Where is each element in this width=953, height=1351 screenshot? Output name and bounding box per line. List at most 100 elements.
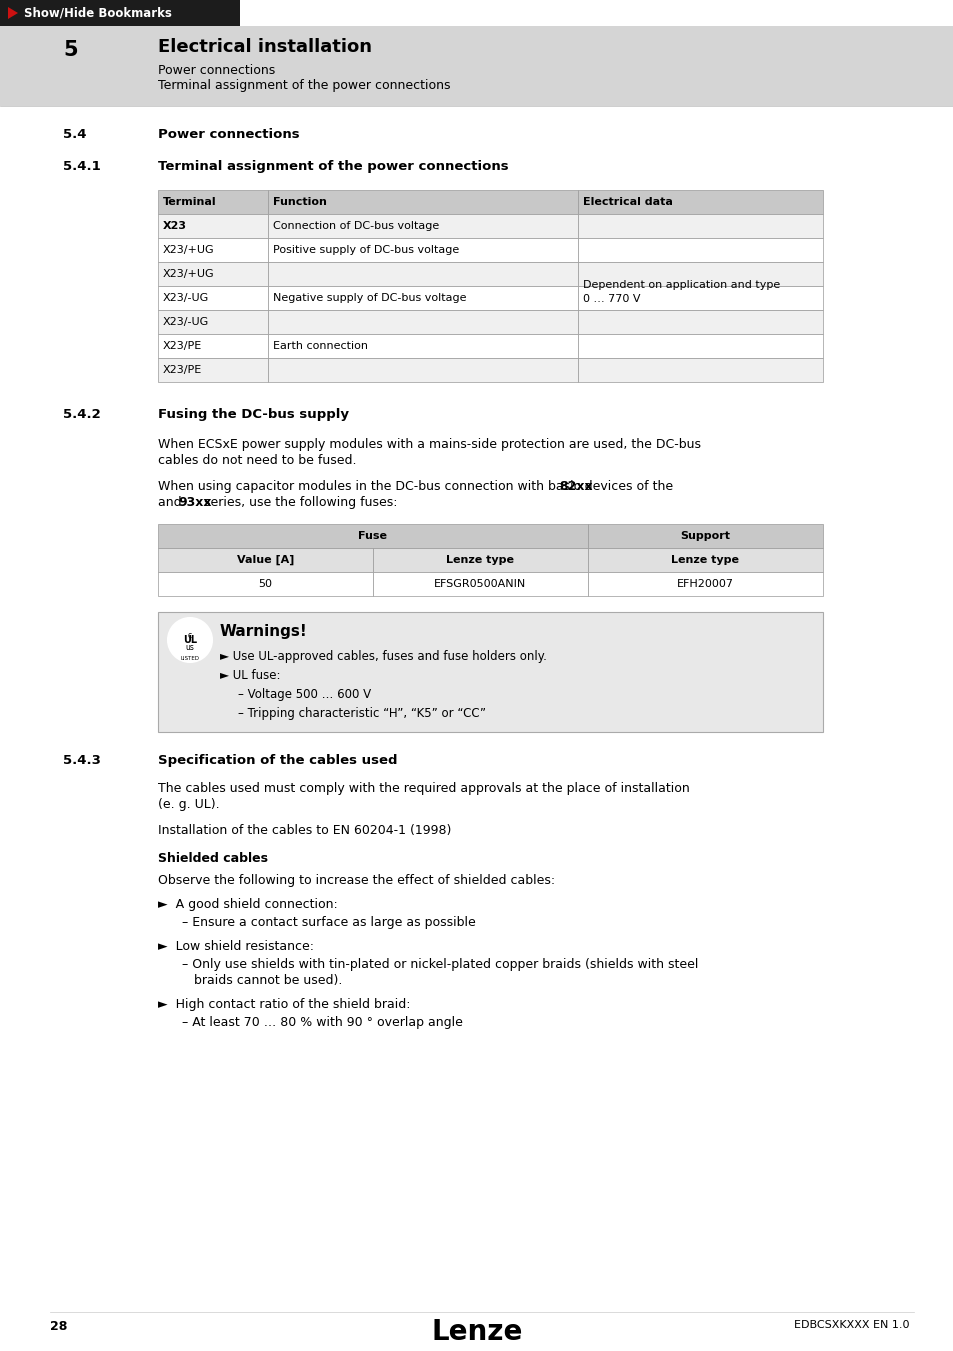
- Bar: [578, 334, 822, 358]
- Text: – Only use shields with tin-plated or nickel-plated copper braids (shields with : – Only use shields with tin-plated or ni…: [182, 958, 698, 971]
- Text: 5: 5: [63, 41, 77, 59]
- Text: When ECSxE power supply modules with a mains-side protection are used, the DC-bu: When ECSxE power supply modules with a m…: [158, 438, 700, 451]
- Bar: [0, 0, 240, 26]
- Bar: [578, 213, 822, 238]
- Bar: [158, 213, 268, 238]
- Text: Specification of the cables used: Specification of the cables used: [158, 754, 397, 767]
- Text: 0 … 770 V: 0 … 770 V: [582, 293, 639, 304]
- Text: c: c: [188, 631, 192, 639]
- Circle shape: [172, 623, 207, 657]
- Text: Terminal assignment of the power connections: Terminal assignment of the power connect…: [158, 159, 508, 173]
- Text: EFH20007: EFH20007: [677, 580, 733, 589]
- Text: us: us: [186, 643, 194, 651]
- Text: cables do not need to be fused.: cables do not need to be fused.: [158, 454, 356, 467]
- Text: Installation of the cables to EN 60204-1 (1998): Installation of the cables to EN 60204-1…: [158, 824, 451, 838]
- Text: Fuse: Fuse: [358, 531, 387, 540]
- Bar: [578, 309, 822, 334]
- Bar: [0, 26, 953, 105]
- Bar: [158, 612, 822, 732]
- Text: X23/+UG: X23/+UG: [163, 269, 214, 280]
- Text: Lenze: Lenze: [431, 1319, 522, 1346]
- Bar: [268, 190, 578, 213]
- Bar: [578, 286, 822, 309]
- Bar: [268, 262, 578, 286]
- Text: Electrical data: Electrical data: [582, 197, 672, 207]
- Text: – At least 70 … 80 % with 90 ° overlap angle: – At least 70 … 80 % with 90 ° overlap a…: [182, 1016, 462, 1029]
- Bar: [587, 571, 822, 596]
- Text: X23/-UG: X23/-UG: [163, 293, 209, 303]
- Text: Terminal assignment of the power connections: Terminal assignment of the power connect…: [158, 78, 450, 92]
- Bar: [268, 334, 578, 358]
- Polygon shape: [8, 7, 18, 19]
- Text: Earth connection: Earth connection: [273, 340, 368, 351]
- Bar: [158, 286, 268, 309]
- Text: Positive supply of DC-bus voltage: Positive supply of DC-bus voltage: [273, 245, 458, 255]
- Text: EDBCSXKXXX EN 1.0: EDBCSXKXXX EN 1.0: [794, 1320, 909, 1329]
- Text: ► UL fuse:: ► UL fuse:: [220, 669, 280, 682]
- Bar: [158, 571, 373, 596]
- Text: Lenze type: Lenze type: [671, 555, 739, 565]
- Circle shape: [212, 0, 237, 26]
- Bar: [158, 358, 268, 382]
- Bar: [158, 262, 268, 286]
- Circle shape: [168, 617, 212, 662]
- Text: 28: 28: [50, 1320, 68, 1333]
- Text: ►  High contact ratio of the shield braid:: ► High contact ratio of the shield braid…: [158, 998, 410, 1011]
- Bar: [158, 309, 268, 334]
- Text: 5.4.2: 5.4.2: [63, 408, 101, 422]
- Bar: [158, 549, 373, 571]
- Bar: [578, 358, 822, 382]
- Text: 93xx: 93xx: [178, 496, 212, 509]
- Bar: [587, 524, 822, 549]
- Bar: [158, 238, 268, 262]
- Text: Show/Hide Bookmarks: Show/Hide Bookmarks: [24, 7, 172, 19]
- Bar: [158, 190, 268, 213]
- Text: series, use the following fuses:: series, use the following fuses:: [200, 496, 397, 509]
- Text: Function: Function: [273, 197, 327, 207]
- Text: 5.4.1: 5.4.1: [63, 159, 101, 173]
- Bar: [373, 549, 587, 571]
- Text: Support: Support: [679, 531, 730, 540]
- Bar: [158, 334, 268, 358]
- Bar: [0, 0, 226, 26]
- Text: braids cannot be used).: braids cannot be used).: [182, 974, 342, 988]
- Text: (e. g. UL).: (e. g. UL).: [158, 798, 219, 811]
- Text: Connection of DC-bus voltage: Connection of DC-bus voltage: [273, 222, 438, 231]
- Text: LISTED: LISTED: [180, 655, 199, 661]
- Text: 5.4.3: 5.4.3: [63, 754, 101, 767]
- Text: X23/+UG: X23/+UG: [163, 245, 214, 255]
- Text: EFSGR0500ANIN: EFSGR0500ANIN: [434, 580, 526, 589]
- Text: Observe the following to increase the effect of shielded cables:: Observe the following to increase the ef…: [158, 874, 555, 888]
- Bar: [158, 524, 587, 549]
- Bar: [578, 238, 822, 262]
- Text: – Voltage 500 … 600 V: – Voltage 500 … 600 V: [237, 688, 371, 701]
- Text: Power connections: Power connections: [158, 128, 299, 141]
- Text: Power connections: Power connections: [158, 63, 275, 77]
- Text: Terminal: Terminal: [163, 197, 216, 207]
- Bar: [268, 358, 578, 382]
- Text: and: and: [158, 496, 186, 509]
- Bar: [578, 262, 822, 286]
- Text: Warnings!: Warnings!: [220, 624, 308, 639]
- Bar: [578, 190, 822, 213]
- Text: Shielded cables: Shielded cables: [158, 852, 268, 865]
- Bar: [587, 549, 822, 571]
- Text: 82xx: 82xx: [559, 480, 593, 493]
- Text: The cables used must comply with the required approvals at the place of installa: The cables used must comply with the req…: [158, 782, 689, 794]
- Text: ►  Low shield resistance:: ► Low shield resistance:: [158, 940, 314, 952]
- Bar: [373, 571, 587, 596]
- Text: Dependent on application and type: Dependent on application and type: [582, 280, 780, 289]
- Text: 50: 50: [258, 580, 273, 589]
- Text: X23/PE: X23/PE: [163, 365, 202, 376]
- Text: X23: X23: [163, 222, 187, 231]
- Text: Negative supply of DC-bus voltage: Negative supply of DC-bus voltage: [273, 293, 466, 303]
- Text: – Tripping characteristic “H”, “K5” or “CC”: – Tripping characteristic “H”, “K5” or “…: [237, 707, 485, 720]
- Bar: [268, 286, 578, 309]
- Bar: [268, 238, 578, 262]
- Bar: [268, 213, 578, 238]
- Text: – Ensure a contact surface as large as possible: – Ensure a contact surface as large as p…: [182, 916, 476, 929]
- Text: UL: UL: [183, 635, 197, 644]
- Text: Lenze type: Lenze type: [446, 555, 514, 565]
- Text: ► Use UL-approved cables, fuses and fuse holders only.: ► Use UL-approved cables, fuses and fuse…: [220, 650, 546, 663]
- Text: When using capacitor modules in the DC-bus connection with basic devices of the: When using capacitor modules in the DC-b…: [158, 480, 677, 493]
